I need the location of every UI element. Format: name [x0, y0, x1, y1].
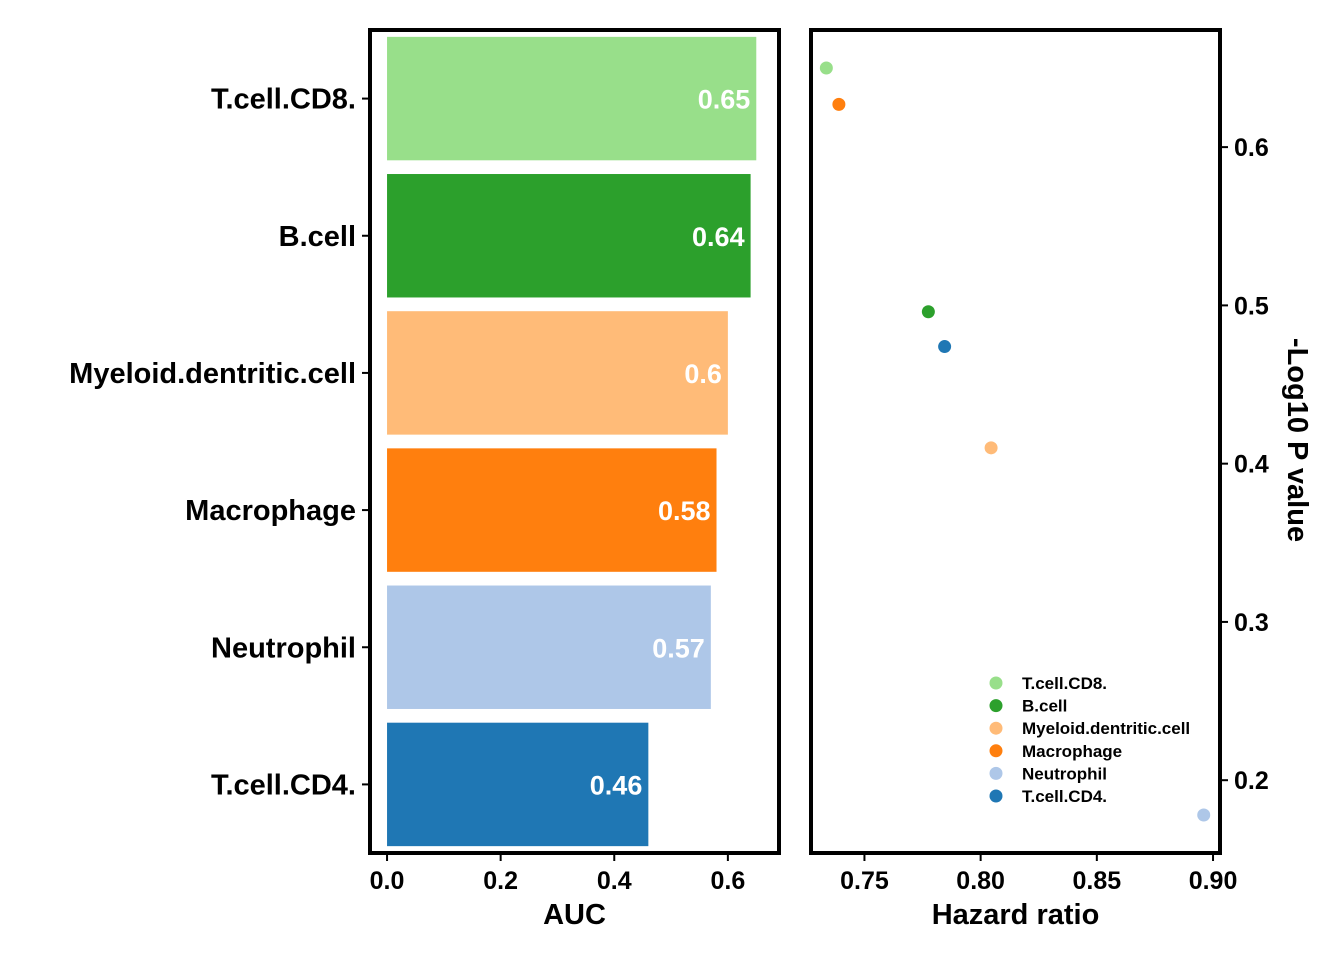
- category-label: Myeloid.dentritic.cell: [69, 358, 356, 390]
- legend-label: B.cell: [1022, 697, 1067, 716]
- y-tick-label: 0.2: [1234, 767, 1269, 795]
- point-t-cell-cd8: [819, 61, 833, 75]
- legend-key-t-cell-cd4: [989, 789, 1003, 803]
- point-myeloid-dentritic-cell: [984, 441, 998, 455]
- bar-value-label: 0.6: [684, 359, 722, 389]
- x-tick-label: 0.0: [370, 867, 405, 895]
- x-tick-label: 0.85: [1072, 867, 1121, 895]
- y-tick-label: 0.6: [1234, 134, 1269, 162]
- scatter-panel-border: [809, 28, 1222, 855]
- bar-value-label: 0.64: [692, 222, 745, 252]
- category-label: T.cell.CD8.: [211, 84, 356, 116]
- x-tick-label: 0.6: [710, 867, 745, 895]
- x-axis-title: Hazard ratio: [932, 899, 1100, 931]
- category-label: T.cell.CD4.: [211, 769, 356, 801]
- legend-key-neutrophil: [989, 766, 1003, 780]
- legend-key-b-cell: [989, 699, 1003, 713]
- category-label: B.cell: [279, 221, 356, 253]
- bar-macrophage: [387, 448, 717, 572]
- bar-value-label: 0.58: [658, 496, 711, 526]
- x-tick-label: 0.75: [840, 867, 889, 895]
- auc-bar-panel: 0.65 T.cell.CD8. 0.64 B.cell 0.6 Myeloid.dent…: [69, 28, 781, 931]
- legend-label: Myeloid.dentritic.cell: [1022, 719, 1190, 738]
- bar-neutrophil: [387, 585, 711, 709]
- x-tick-label: 0.2: [483, 867, 518, 895]
- bar-t-cell-cd8: [387, 36, 757, 161]
- legend-key-t-cell-cd8: [989, 676, 1003, 690]
- y-tick-label: 0.5: [1234, 292, 1269, 320]
- legend-label: T.cell.CD4.: [1022, 787, 1107, 806]
- bar-panel-border: [368, 28, 781, 855]
- legend-label: Neutrophil: [1022, 764, 1107, 783]
- x-tick-label: 0.90: [1189, 867, 1238, 895]
- y-axis-title: -Log10 P value: [1281, 338, 1313, 542]
- bar-value-label: 0.57: [652, 633, 705, 663]
- category-label: Neutrophil: [211, 632, 356, 664]
- y-tick-label: 0.3: [1234, 609, 1269, 637]
- x-axis-title: AUC: [543, 899, 606, 931]
- point-b-cell: [921, 305, 935, 319]
- legend-label: Macrophage: [1022, 742, 1122, 761]
- x-tick-label: 0.80: [956, 867, 1005, 895]
- hazard-scatter-panel: 0.75 0.80 0.85 0.90 Hazard ratio 0.2 0.3 0.4 0.5…: [809, 28, 1313, 931]
- category-label: Macrophage: [185, 495, 356, 527]
- bar-b-cell: [387, 174, 751, 298]
- point-macrophage: [832, 97, 846, 111]
- legend-label: T.cell.CD8.: [1022, 674, 1107, 693]
- point-neutrophil: [1197, 808, 1211, 822]
- bar-value-label: 0.46: [590, 770, 643, 800]
- bar-value-label: 0.65: [698, 85, 751, 115]
- legend-key-myeloid-dentritic-cell: [989, 721, 1003, 735]
- bar-myeloid-dentritic-cell: [387, 311, 728, 435]
- bar-t-cell-cd4: [387, 722, 649, 847]
- legend-key-macrophage: [989, 744, 1003, 758]
- point-t-cell-cd4: [938, 340, 952, 354]
- x-tick-label: 0.4: [597, 867, 632, 895]
- y-tick-label: 0.4: [1234, 451, 1269, 479]
